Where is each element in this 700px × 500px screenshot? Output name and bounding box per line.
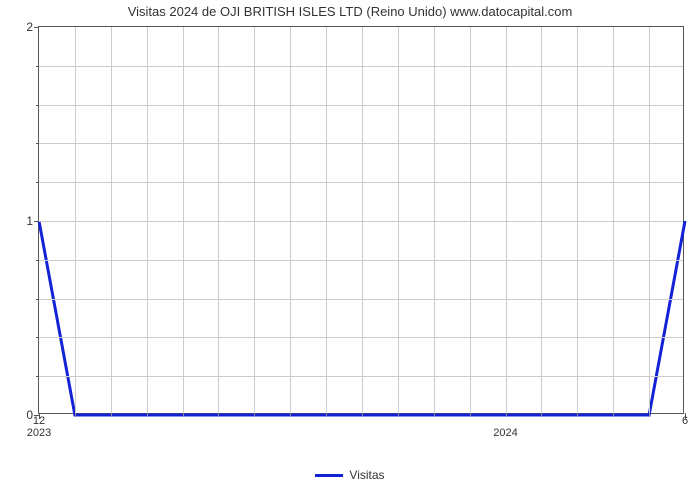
plot-area: 01212202362024 — [38, 26, 684, 414]
legend-label: Visitas — [349, 468, 384, 482]
grid-line-vertical — [290, 27, 291, 413]
x-tick-mark-minor — [147, 413, 148, 416]
x-tick-mark-minor — [326, 413, 327, 416]
legend-swatch — [315, 474, 343, 477]
grid-line-vertical — [541, 27, 542, 413]
y-tick-mark-minor — [36, 143, 39, 144]
y-tick-mark-minor — [36, 299, 39, 300]
grid-line-vertical — [613, 27, 614, 413]
y-tick-mark-minor — [36, 260, 39, 261]
grid-line-horizontal-minor — [39, 105, 683, 106]
grid-line-vertical — [398, 27, 399, 413]
grid-line-horizontal-minor — [39, 260, 683, 261]
grid-line-vertical — [326, 27, 327, 413]
grid-line-horizontal-minor — [39, 299, 683, 300]
grid-line-vertical — [434, 27, 435, 413]
grid-line-vertical — [506, 27, 507, 413]
x-tick-label-year: 2024 — [493, 427, 517, 439]
y-tick-mark — [34, 221, 39, 222]
grid-line-vertical — [470, 27, 471, 413]
x-tick-label-year: 2023 — [27, 427, 51, 439]
y-tick-label: 1 — [26, 214, 33, 228]
x-tick-mark-minor — [649, 413, 650, 416]
y-tick-mark-minor — [36, 376, 39, 377]
x-tick-mark-minor — [218, 413, 219, 416]
x-tick-mark-minor — [290, 413, 291, 416]
x-tick-mark-minor — [111, 413, 112, 416]
x-tick-mark-minor — [362, 413, 363, 416]
x-tick-mark-minor — [613, 413, 614, 416]
y-tick-label: 2 — [26, 20, 33, 34]
grid-line-horizontal-minor — [39, 182, 683, 183]
x-tick-mark-minor — [470, 413, 471, 416]
grid-line-horizontal-minor — [39, 66, 683, 67]
grid-line-vertical — [362, 27, 363, 413]
grid-line-vertical — [111, 27, 112, 413]
x-tick-mark-minor — [434, 413, 435, 416]
x-tick-mark-minor — [541, 413, 542, 416]
chart-title: Visitas 2024 de OJI BRITISH ISLES LTD (R… — [0, 4, 700, 19]
grid-line-vertical — [254, 27, 255, 413]
x-tick-mark-minor — [506, 413, 507, 416]
x-tick-label: 12 — [33, 415, 45, 427]
x-tick-label: 6 — [682, 415, 688, 427]
grid-line-horizontal — [39, 221, 683, 222]
x-tick-mark-minor — [254, 413, 255, 416]
y-tick-mark-minor — [36, 182, 39, 183]
grid-line-vertical — [147, 27, 148, 413]
x-tick-mark-minor — [398, 413, 399, 416]
y-tick-mark-minor — [36, 337, 39, 338]
y-tick-mark — [34, 27, 39, 28]
grid-line-vertical — [649, 27, 650, 413]
grid-line-horizontal-minor — [39, 337, 683, 338]
x-tick-mark-minor — [577, 413, 578, 416]
grid-line-vertical — [577, 27, 578, 413]
grid-line-vertical — [75, 27, 76, 413]
grid-line-horizontal-minor — [39, 376, 683, 377]
grid-line-vertical — [218, 27, 219, 413]
grid-line-vertical — [183, 27, 184, 413]
visits-line-chart: Visitas 2024 de OJI BRITISH ISLES LTD (R… — [0, 0, 700, 500]
grid-line-horizontal-minor — [39, 143, 683, 144]
y-tick-mark-minor — [36, 66, 39, 67]
legend: Visitas — [0, 468, 700, 482]
x-tick-mark-minor — [183, 413, 184, 416]
y-tick-mark-minor — [36, 105, 39, 106]
x-tick-mark-minor — [75, 413, 76, 416]
